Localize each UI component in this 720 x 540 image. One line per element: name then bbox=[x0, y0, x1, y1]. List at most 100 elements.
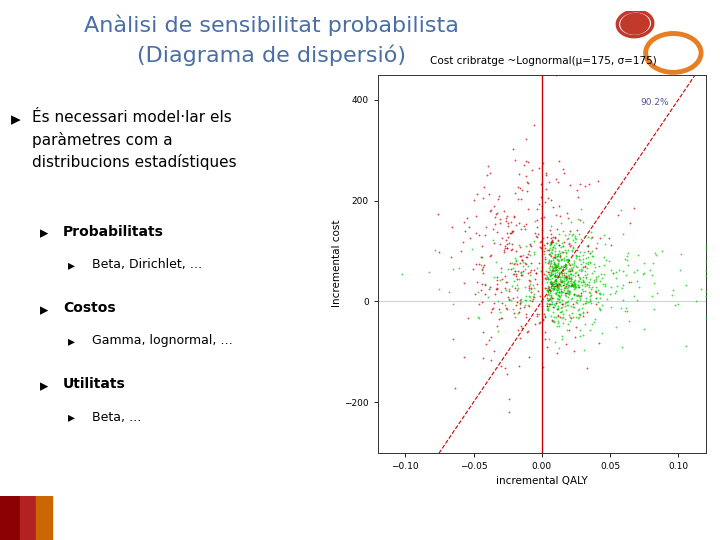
Point bbox=[528, 237, 539, 245]
Point bbox=[623, 278, 634, 286]
Point bbox=[480, 339, 491, 348]
Point bbox=[545, 287, 557, 295]
Point bbox=[593, 288, 605, 297]
Point bbox=[546, 267, 558, 275]
Point bbox=[512, 260, 523, 268]
Point bbox=[549, 271, 561, 280]
Point bbox=[582, 240, 593, 249]
Point bbox=[638, 259, 649, 268]
Point bbox=[543, 256, 554, 265]
Point bbox=[573, 230, 585, 239]
Point bbox=[480, 280, 491, 289]
Point bbox=[546, 262, 557, 271]
Point bbox=[567, 282, 578, 291]
Point bbox=[554, 307, 566, 316]
Point bbox=[545, 222, 557, 231]
Point bbox=[551, 286, 562, 294]
Point bbox=[549, 289, 560, 298]
Point bbox=[558, 275, 570, 284]
Point bbox=[577, 308, 589, 316]
Point bbox=[584, 179, 595, 188]
Point bbox=[590, 299, 601, 308]
Point bbox=[588, 276, 600, 285]
Point bbox=[562, 286, 574, 294]
Point bbox=[572, 270, 584, 279]
Point bbox=[522, 249, 534, 258]
Point bbox=[525, 295, 536, 304]
Point bbox=[700, 256, 711, 265]
Point bbox=[531, 233, 543, 241]
Point bbox=[559, 302, 570, 310]
Point bbox=[571, 295, 582, 304]
Point bbox=[562, 255, 574, 264]
Point bbox=[485, 333, 497, 342]
Point bbox=[459, 279, 470, 288]
Point bbox=[562, 275, 573, 284]
Text: Probabilitats: Probabilitats bbox=[63, 225, 164, 239]
Point bbox=[571, 313, 582, 322]
Point bbox=[557, 332, 568, 341]
Point bbox=[538, 241, 549, 249]
Point bbox=[565, 274, 577, 283]
Point bbox=[570, 267, 582, 276]
Point bbox=[546, 279, 558, 287]
Point bbox=[549, 249, 560, 258]
Point bbox=[575, 234, 587, 243]
Point bbox=[557, 267, 568, 275]
Point bbox=[568, 346, 580, 355]
Point bbox=[525, 284, 536, 292]
Point bbox=[559, 279, 570, 287]
Point bbox=[562, 320, 574, 328]
Point bbox=[565, 302, 577, 310]
Point bbox=[545, 291, 557, 300]
Point bbox=[472, 278, 483, 286]
Point bbox=[573, 266, 585, 275]
Point bbox=[556, 219, 567, 227]
Point bbox=[546, 315, 557, 324]
Point bbox=[558, 254, 570, 263]
Point bbox=[672, 300, 684, 308]
Y-axis label: Incremental cost: Incremental cost bbox=[332, 220, 341, 307]
Point bbox=[541, 300, 552, 309]
Point bbox=[508, 260, 520, 268]
Point bbox=[552, 262, 563, 271]
Point bbox=[470, 212, 482, 220]
Point bbox=[573, 282, 585, 291]
Point bbox=[582, 242, 593, 251]
Point bbox=[455, 247, 467, 255]
Point bbox=[526, 296, 537, 305]
Point bbox=[496, 234, 508, 242]
Point bbox=[545, 271, 557, 279]
Point bbox=[521, 296, 532, 305]
Point bbox=[615, 303, 626, 312]
Point bbox=[562, 245, 573, 254]
Point bbox=[570, 280, 581, 288]
Point bbox=[505, 295, 516, 304]
Point bbox=[433, 248, 445, 256]
Point bbox=[554, 298, 566, 306]
Point bbox=[569, 281, 580, 290]
Point bbox=[552, 291, 563, 299]
Point bbox=[690, 297, 701, 306]
Point bbox=[546, 276, 557, 285]
Text: Anàlisi de sensibilitat probabilista
(Diagrama de dispersió): Anàlisi de sensibilitat probabilista (Di… bbox=[84, 15, 459, 66]
Point bbox=[503, 408, 515, 416]
Point bbox=[477, 266, 488, 274]
Point bbox=[565, 241, 577, 249]
Point bbox=[552, 322, 563, 330]
Point bbox=[502, 278, 513, 286]
Point bbox=[539, 253, 551, 261]
Point bbox=[546, 266, 557, 275]
Point bbox=[564, 227, 576, 235]
Point bbox=[549, 317, 560, 326]
Point bbox=[480, 290, 491, 299]
Point bbox=[495, 287, 507, 296]
Point bbox=[577, 273, 588, 281]
Point bbox=[582, 280, 593, 289]
Point bbox=[549, 260, 560, 268]
Text: Utilitats: Utilitats bbox=[63, 377, 126, 391]
Point bbox=[433, 285, 444, 294]
Point bbox=[566, 270, 577, 279]
Point bbox=[555, 255, 567, 264]
Point bbox=[598, 252, 610, 261]
